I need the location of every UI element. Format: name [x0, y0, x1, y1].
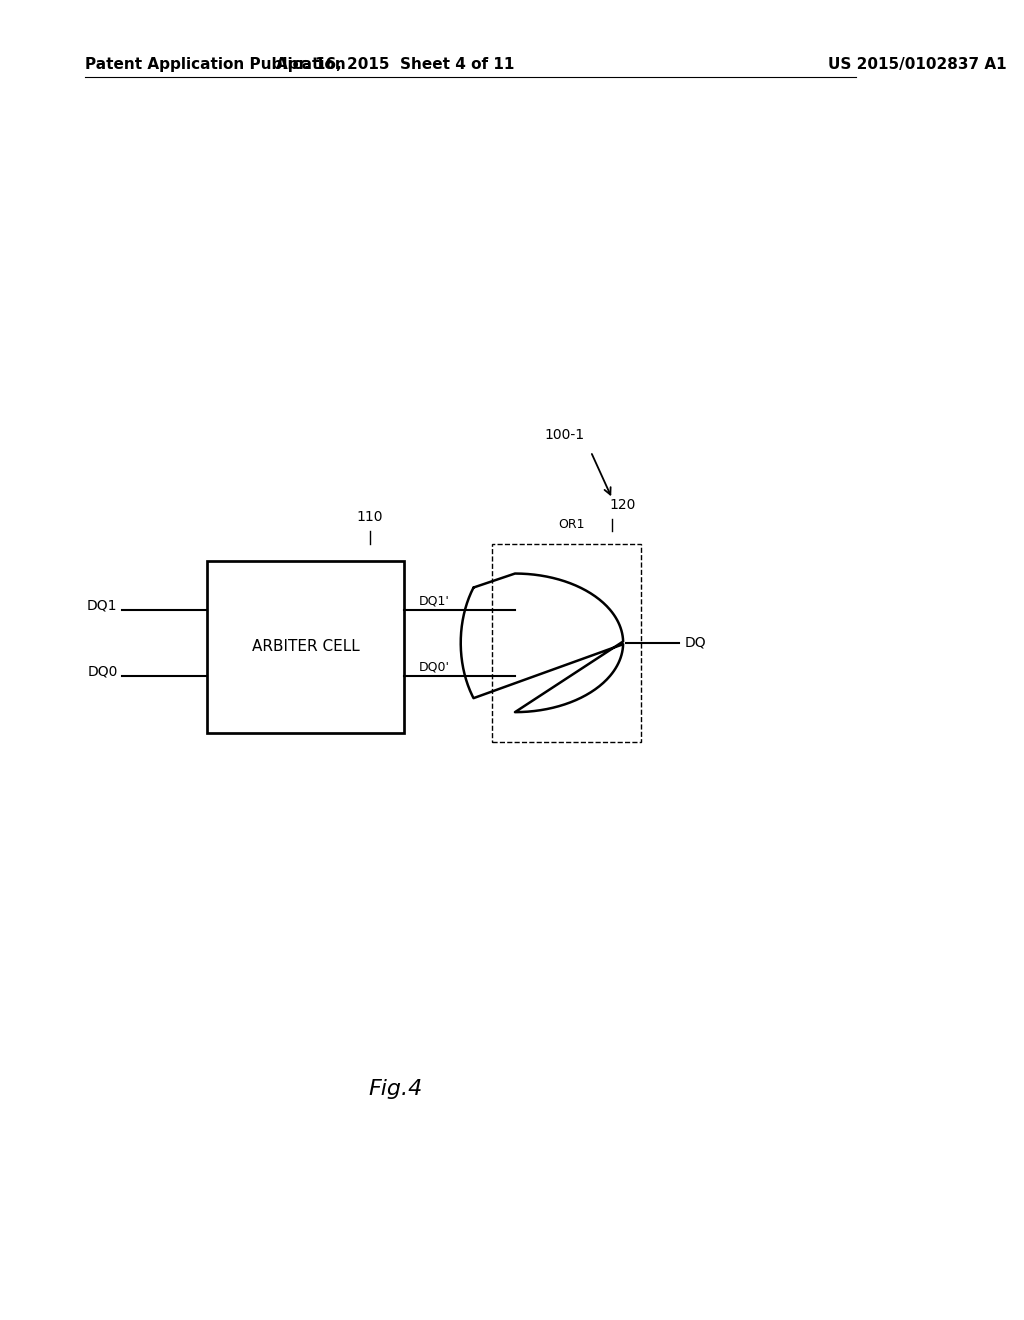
- Text: Apr. 16, 2015  Sheet 4 of 11: Apr. 16, 2015 Sheet 4 of 11: [275, 57, 514, 71]
- Text: US 2015/0102837 A1: US 2015/0102837 A1: [827, 57, 1007, 71]
- Text: 100-1: 100-1: [545, 428, 585, 442]
- Text: DQ0: DQ0: [87, 665, 118, 678]
- Text: Patent Application Publication: Patent Application Publication: [85, 57, 345, 71]
- Bar: [207, 561, 404, 733]
- Text: 120: 120: [609, 498, 636, 512]
- Text: DQ: DQ: [685, 636, 707, 649]
- Bar: [492, 544, 641, 742]
- Text: DQ0': DQ0': [419, 660, 450, 673]
- Text: OR1: OR1: [559, 517, 585, 531]
- Text: ARBITER CELL: ARBITER CELL: [252, 639, 359, 655]
- Text: DQ1': DQ1': [419, 594, 450, 607]
- Text: Fig.4: Fig.4: [368, 1078, 422, 1100]
- Text: 110: 110: [356, 510, 383, 524]
- Text: DQ1: DQ1: [87, 599, 118, 612]
